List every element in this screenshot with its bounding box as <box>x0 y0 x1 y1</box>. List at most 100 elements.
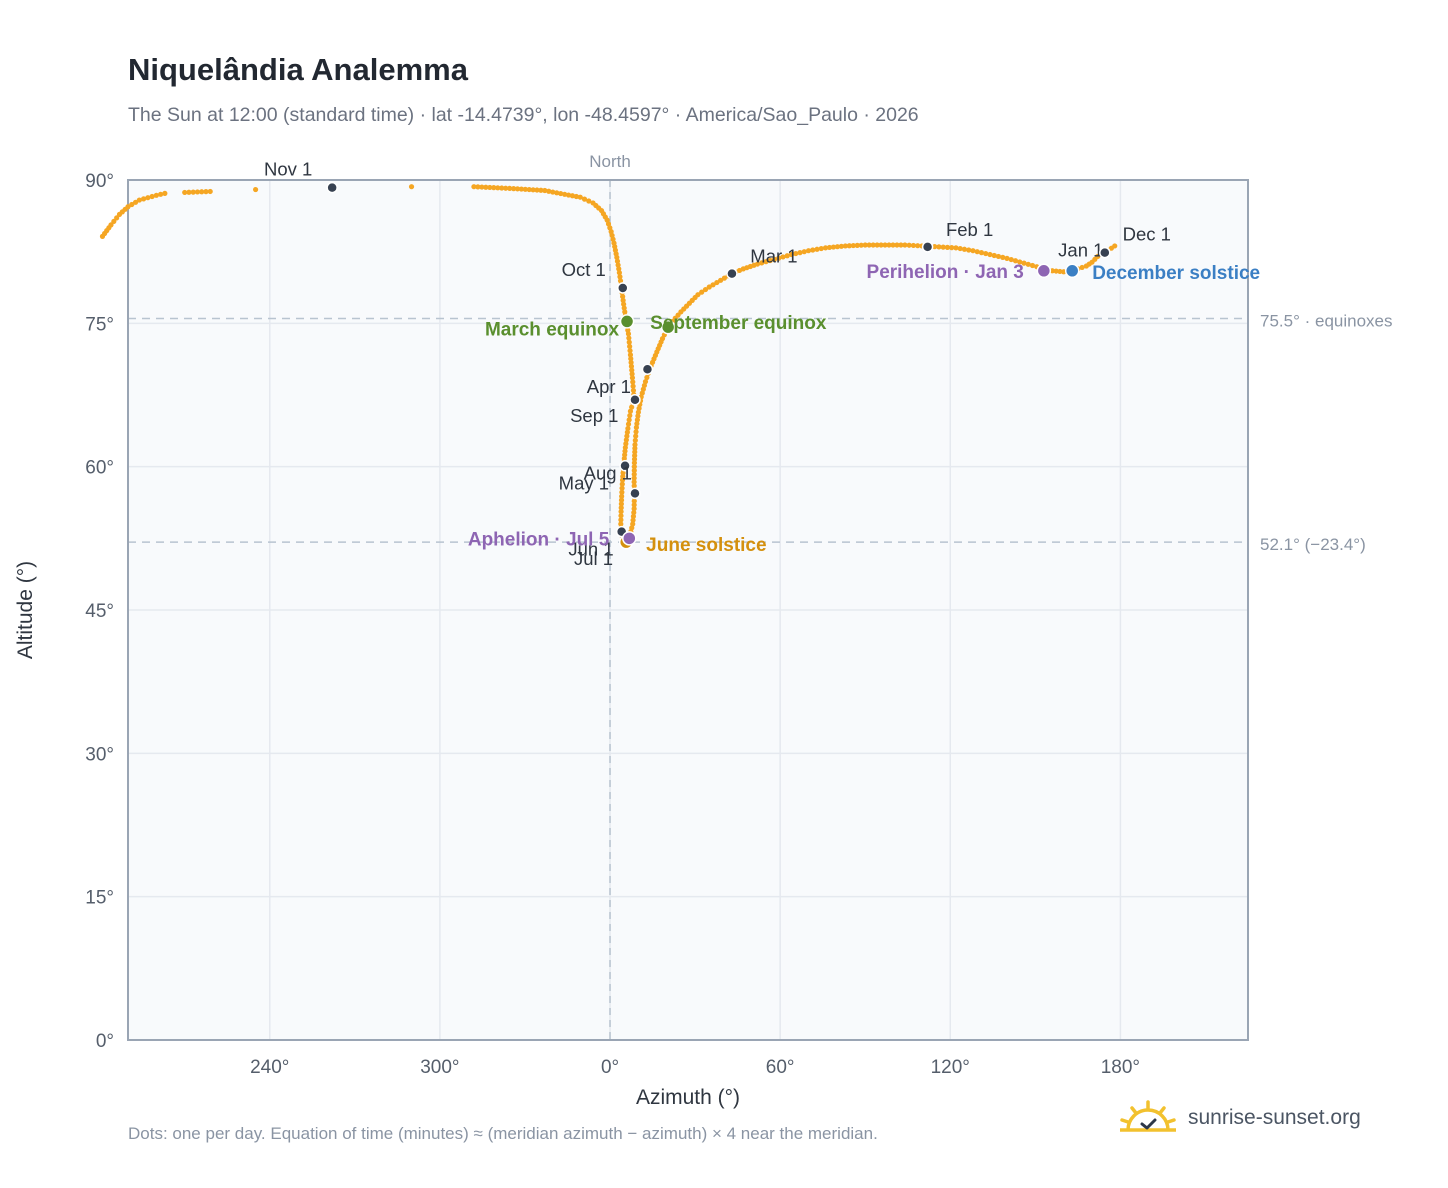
daily-dot <box>129 201 135 208</box>
daily-dot <box>618 497 625 503</box>
daily-dot <box>487 184 493 191</box>
daily-dot <box>621 301 627 307</box>
daily-dot <box>628 359 634 366</box>
daily-dot <box>983 250 989 257</box>
daily-dot <box>822 245 829 251</box>
daily-dot <box>634 417 640 423</box>
daily-dot <box>526 186 532 193</box>
daily-dot <box>838 243 844 249</box>
month-label: Aug 1 <box>584 462 632 483</box>
daily-dot <box>620 297 626 303</box>
daily-dot <box>834 244 841 250</box>
daily-dot <box>158 191 164 197</box>
daily-dot <box>631 483 637 489</box>
daily-dot <box>966 247 972 253</box>
daily-dot <box>577 194 583 200</box>
daily-dot <box>882 242 888 248</box>
daily-dot <box>633 433 639 439</box>
daily-dot <box>624 433 630 439</box>
brand[interactable]: sunrise-sunset.org <box>1120 1100 1361 1136</box>
daily-dot <box>627 408 634 414</box>
daily-dot <box>995 253 1002 260</box>
chart-subtitle: The Sun at 12:00 (standard time) · lat -… <box>128 104 919 126</box>
daily-dot <box>814 246 820 252</box>
daily-dot <box>631 506 637 512</box>
daily-dot <box>125 204 131 210</box>
daily-dot <box>558 190 564 197</box>
daily-dot <box>562 191 568 197</box>
daily-dot <box>850 242 856 249</box>
event-marker <box>660 319 676 335</box>
reference-label: 52.1° (−23.4°) <box>1260 535 1366 554</box>
daily-dot <box>620 293 626 300</box>
daily-dot <box>479 184 485 190</box>
x-tick-label: 240° <box>250 1057 289 1078</box>
y-tick-label: 0° <box>96 1031 114 1052</box>
daily-dot <box>894 242 900 248</box>
daily-dot <box>1000 254 1006 260</box>
daily-dot <box>699 289 705 295</box>
y-tick-label: 45° <box>85 601 114 622</box>
daily-dot <box>870 242 876 248</box>
daily-dot <box>940 244 946 250</box>
daily-dot <box>622 444 628 451</box>
daily-dot <box>974 249 980 255</box>
north-label: North <box>589 152 631 171</box>
x-tick-label: 60° <box>766 1057 795 1078</box>
sun-logo-icon <box>1120 1100 1176 1132</box>
month-marker <box>629 487 641 500</box>
daily-dot <box>1021 260 1027 266</box>
month-marker <box>1099 246 1111 259</box>
daily-dot <box>618 513 624 519</box>
month-label: Jun 1 <box>568 539 613 560</box>
daily-dot <box>632 445 638 451</box>
x-axis-label: Azimuth (°) <box>636 1086 740 1109</box>
month-marker <box>921 241 934 253</box>
daily-dot <box>886 242 892 248</box>
daily-dot <box>987 251 993 258</box>
event-marker <box>622 531 637 546</box>
month-label: Oct 1 <box>562 259 606 280</box>
daily-dot <box>619 489 625 495</box>
daily-dot <box>961 246 968 252</box>
daily-dot <box>991 252 997 259</box>
daily-dot <box>621 305 627 311</box>
daily-dot <box>936 244 942 250</box>
daily-dot <box>514 186 521 192</box>
daily-dot <box>542 187 548 194</box>
daily-dot <box>530 187 536 193</box>
y-tick-label: 60° <box>85 458 114 479</box>
daily-dot <box>616 270 622 276</box>
daily-dot <box>631 456 638 462</box>
daily-dot <box>633 429 639 435</box>
daily-dot <box>793 250 799 257</box>
daily-dot <box>619 481 625 487</box>
daily-dot <box>627 348 633 354</box>
daily-dot <box>149 193 155 200</box>
month-marker <box>629 394 641 406</box>
daily-dot <box>630 517 636 523</box>
daily-dot <box>842 243 848 249</box>
daily-dot <box>565 192 572 198</box>
daily-dot <box>624 429 630 435</box>
daily-dot <box>132 199 139 205</box>
daily-dot <box>810 247 816 253</box>
daily-dot <box>633 424 639 431</box>
footnote: Dots: one per day. Equation of time (min… <box>128 1124 878 1143</box>
chart-title: Niquelândia Analemma <box>128 52 468 87</box>
daily-dot <box>978 250 985 256</box>
daily-dot <box>1029 262 1036 269</box>
y-tick-label: 75° <box>85 314 114 335</box>
daily-dot <box>714 279 720 286</box>
daily-dot <box>140 196 147 202</box>
daily-dot <box>826 244 833 251</box>
y-tick-label: 30° <box>85 744 114 765</box>
month-label: Jan 1 <box>1058 240 1103 261</box>
daily-dot <box>1053 268 1059 274</box>
daily-dot <box>483 184 489 190</box>
daily-dot <box>631 475 637 481</box>
daily-dot <box>784 253 790 259</box>
daily-dot <box>631 471 637 477</box>
daily-dot <box>153 192 159 198</box>
daily-dot <box>763 259 769 265</box>
